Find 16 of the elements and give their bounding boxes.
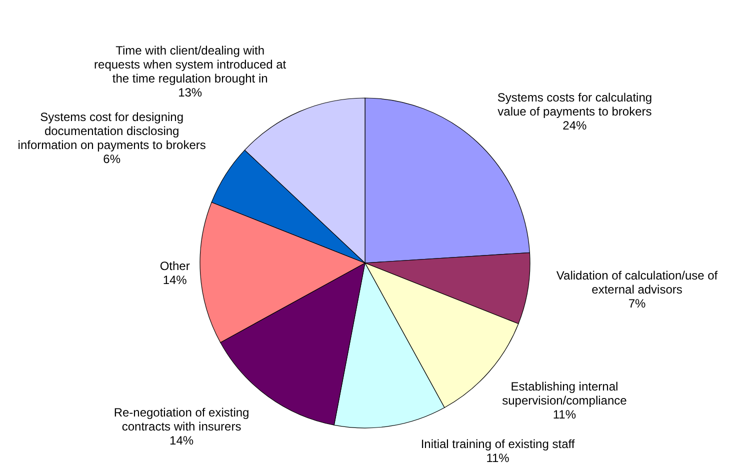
slice-label: Establishing internal supervision/compliance	[502, 380, 628, 408]
data-label: 6%	[103, 152, 121, 166]
data-label: 24%	[562, 118, 588, 132]
data-label: 14%	[170, 434, 194, 448]
slice-label: Time with client/dealing with requests when system introduced at the time regulation brought in	[94, 43, 287, 86]
data-label: 11%	[486, 450, 510, 463]
data-label: 14%	[162, 272, 188, 287]
slice-label: Validation of calculation/use of external advisors	[556, 268, 718, 296]
data-label: 13%	[178, 85, 202, 100]
data-label: 7%	[628, 296, 646, 310]
data-label: 11%	[552, 408, 576, 422]
slice-label: Systems costs for calculating value of payments to brokers	[497, 90, 652, 118]
slice-label: Initial training of existing staff	[420, 436, 576, 451]
slice-label: Systems cost for designing documentation disclosing information on payments to brokers	[18, 110, 206, 152]
slice-label: Re-negotiation of existing contracts with insurers	[114, 406, 250, 434]
slice-label: Other	[160, 258, 190, 273]
